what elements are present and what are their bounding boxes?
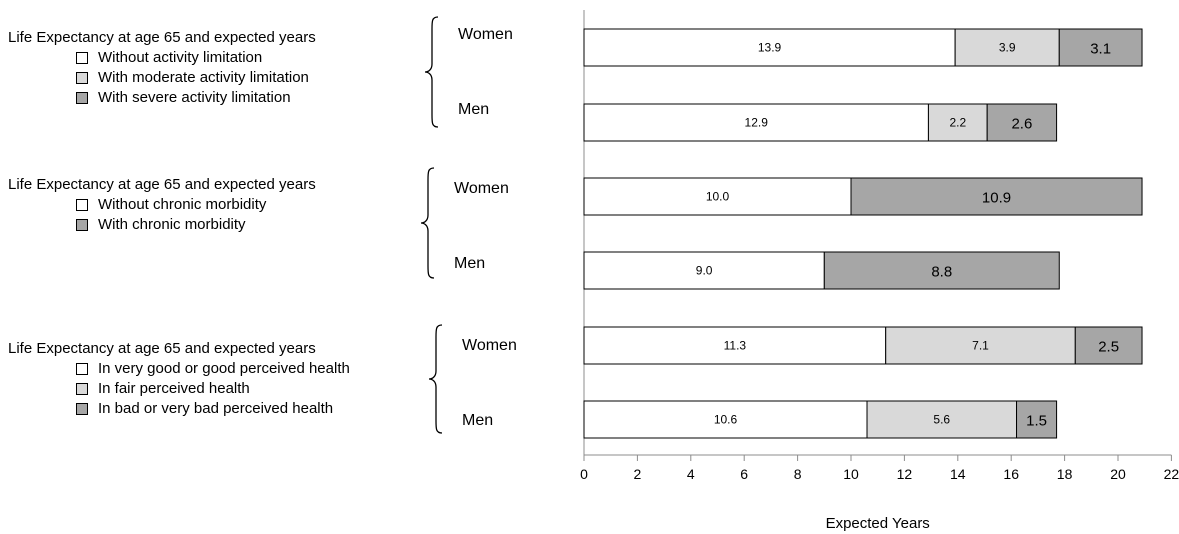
bar-segment <box>866 400 1018 439</box>
bar-segment <box>1016 400 1058 439</box>
swatch-light <box>76 383 88 395</box>
data-label: 8.8 <box>931 264 952 281</box>
swatch-dark <box>76 219 88 231</box>
x-tick-label: 4 <box>687 466 695 482</box>
category-label-women: Women <box>454 180 509 197</box>
legend-item: Without activity limitation <box>8 48 316 68</box>
bar-segment <box>823 251 1060 290</box>
data-label: 5.6 <box>933 413 950 427</box>
legend-title: Life Expectancy at age 65 and expected y… <box>8 340 316 357</box>
bar-segment <box>583 177 852 216</box>
swatch-light <box>76 72 88 84</box>
legend-label: In very good or good perceived health <box>98 360 350 377</box>
data-label: 3.9 <box>999 41 1016 55</box>
bar-segment <box>927 103 988 142</box>
x-tick-label: 2 <box>634 466 642 482</box>
legend-item: With severe activity limitation <box>8 88 316 108</box>
data-label: 11.3 <box>724 339 747 353</box>
data-label: 2.2 <box>949 116 966 130</box>
x-tick-label: 12 <box>897 466 913 482</box>
legend-item: With chronic morbidity <box>8 215 316 235</box>
swatch-dark <box>76 403 88 415</box>
data-label: 7.1 <box>972 339 989 353</box>
legend-label: With moderate activity limitation <box>98 69 309 86</box>
data-label: 2.6 <box>1011 116 1032 133</box>
group-brace <box>420 167 435 279</box>
legend-label: In fair perceived health <box>98 380 250 397</box>
legend-label: Without chronic morbidity <box>98 196 267 213</box>
swatch-white <box>76 52 88 64</box>
x-tick-label: 20 <box>1110 466 1126 482</box>
legend-item: In bad or very bad perceived health <box>8 399 350 419</box>
group-brace <box>428 324 443 434</box>
category-label-men: Men <box>454 255 486 272</box>
legend-item: Without chronic morbidity <box>8 195 316 215</box>
data-label: 1.5 <box>1026 413 1047 430</box>
legend-group-activity: Life Expectancy at age 65 and expected y… <box>8 28 316 108</box>
data-label: 13.9 <box>758 41 782 55</box>
bar-segment <box>583 28 956 67</box>
category-label-women: Women <box>458 26 513 43</box>
legend-title: Life Expectancy at age 65 and expected y… <box>8 29 316 46</box>
legend-title: Life Expectancy at age 65 and expected y… <box>8 176 316 193</box>
bar-segment <box>583 400 868 439</box>
data-label: 2.5 <box>1098 339 1119 356</box>
x-tick-label: 8 <box>794 466 802 482</box>
data-label: 10.9 <box>982 190 1011 207</box>
legend-item: In fair perceived health <box>8 379 350 399</box>
category-label-men: Men <box>458 101 490 118</box>
x-tick-label: 14 <box>950 466 966 482</box>
x-tick-label: 6 <box>740 466 748 482</box>
category-label-men: Men <box>462 412 494 429</box>
x-tick-label: 0 <box>580 466 588 482</box>
x-tick-label: 22 <box>1164 466 1179 482</box>
legend-group-perceived-health: Life Expectancy at age 65 and expected y… <box>8 339 350 419</box>
data-label: 10.0 <box>706 190 730 204</box>
data-label: 3.1 <box>1090 41 1111 58</box>
swatch-white <box>76 199 88 211</box>
bar-segment <box>1058 28 1143 67</box>
legend-label: With chronic morbidity <box>98 216 246 233</box>
legend-label: With severe activity limitation <box>98 89 291 106</box>
x-tick-label: 18 <box>1057 466 1073 482</box>
data-label: 10.6 <box>714 413 738 427</box>
swatch-dark <box>76 92 88 104</box>
bar-segment <box>583 326 887 365</box>
bar-segment <box>850 177 1143 216</box>
data-label: 12.9 <box>745 116 769 130</box>
bar-segment <box>986 103 1058 142</box>
bar-segment <box>1074 326 1143 365</box>
legend-label: In bad or very bad perceived health <box>98 400 334 417</box>
legend-label: Without activity limitation <box>98 49 263 66</box>
legend-item: In very good or good perceived health <box>8 359 350 379</box>
swatch-white <box>76 363 88 375</box>
x-tick-label: 10 <box>843 466 859 482</box>
bar-segment <box>583 103 929 142</box>
legend-group-morbidity: Life Expectancy at age 65 and expected y… <box>8 175 316 235</box>
bar-segment <box>885 326 1076 365</box>
data-label: 9.0 <box>696 264 713 278</box>
bar-segment <box>583 251 825 290</box>
x-tick-label: 16 <box>1003 466 1019 482</box>
category-label-women: Women <box>462 337 517 354</box>
x-axis-title: Expected Years <box>826 515 930 532</box>
group-brace <box>424 16 439 128</box>
legend-item: With moderate activity limitation <box>8 68 316 88</box>
